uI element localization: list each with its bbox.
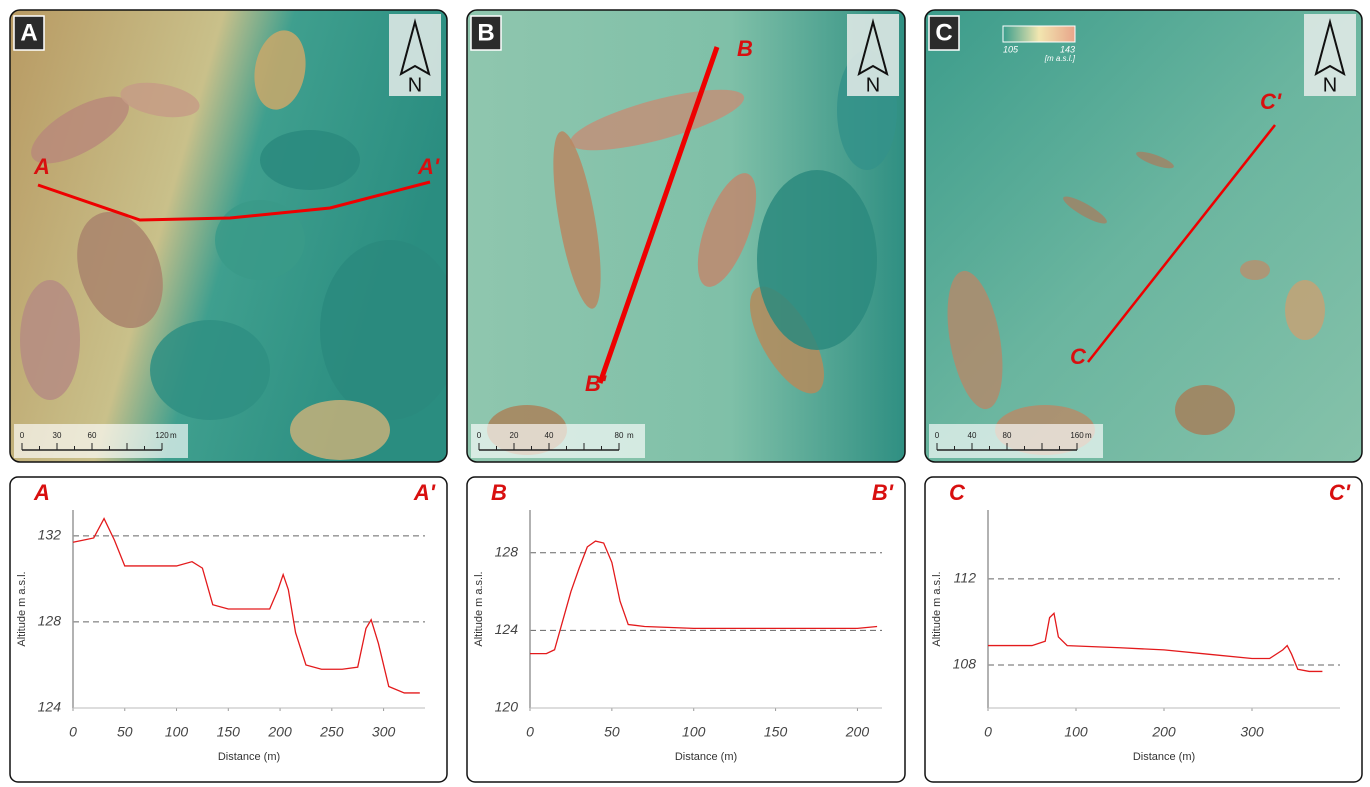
scale-label: 80 [1003, 431, 1012, 440]
y-tick-label: 108 [953, 656, 977, 672]
annotation-end: B' [872, 480, 894, 505]
x-axis-label: Distance (m) [675, 751, 737, 763]
y-tick-label: 124 [495, 621, 519, 637]
map-panel [925, 10, 1362, 462]
scale-label: 0 [477, 431, 482, 440]
scale-label: 30 [53, 431, 62, 440]
legend-min: 105 [1003, 44, 1019, 54]
scale-label: 40 [545, 431, 554, 440]
y-tick-label: 120 [495, 699, 519, 715]
x-tick-label: 0 [69, 724, 77, 740]
x-tick-label: 0 [984, 724, 992, 740]
scale-label: 40 [968, 431, 977, 440]
scale-label: 80 [615, 431, 624, 440]
scale-label: 160 [1070, 431, 1084, 440]
y-tick-label: 132 [38, 527, 62, 543]
north-label: N [1323, 74, 1337, 96]
relief [290, 400, 390, 460]
x-tick-label: 50 [604, 724, 620, 740]
profile-end: A' [417, 154, 440, 179]
scale-box [14, 424, 188, 458]
panel-letter: C [935, 19, 952, 46]
figure: ANAA'03060120mBNBB'0204080mCNCC'04080160… [0, 0, 1370, 787]
y-tick-label: 128 [38, 613, 62, 629]
north-label: N [408, 74, 422, 96]
scale-unit: m [170, 431, 177, 440]
x-tick-label: 50 [117, 724, 133, 740]
relief [260, 130, 360, 190]
x-tick-label: 200 [1151, 724, 1176, 740]
y-axis-label: Altitude m a.s.l. [473, 571, 485, 646]
x-tick-label: 300 [372, 724, 396, 740]
x-tick-label: 150 [217, 724, 241, 740]
profile-start: B [737, 36, 753, 61]
legend-unit: [m a.s.l.] [1044, 54, 1076, 63]
y-axis-label: Altitude m a.s.l. [16, 571, 28, 646]
annotation-start: A [33, 480, 50, 505]
relief [1240, 260, 1270, 280]
scale-label: 120 [155, 431, 169, 440]
annotation-start: C [949, 480, 966, 505]
profile-start: C [1070, 344, 1087, 369]
profile-start: A [33, 154, 50, 179]
annotation-end: A' [413, 480, 436, 505]
relief [320, 240, 460, 420]
scale-unit: m [627, 431, 634, 440]
x-tick-label: 200 [845, 724, 870, 740]
scale-unit: m [1085, 431, 1092, 440]
x-tick-label: 100 [165, 724, 189, 740]
scale-label: 60 [88, 431, 97, 440]
x-tick-label: 100 [1064, 724, 1088, 740]
annotation-end: C' [1329, 480, 1351, 505]
x-tick-label: 100 [682, 724, 706, 740]
x-tick-label: 300 [1240, 724, 1264, 740]
x-axis-label: Distance (m) [218, 751, 280, 763]
y-tick-label: 128 [495, 543, 519, 559]
profile-end: C' [1260, 89, 1282, 114]
x-tick-label: 0 [526, 724, 534, 740]
x-tick-label: 150 [764, 724, 788, 740]
scale-label: 0 [935, 431, 940, 440]
annotation-start: B [491, 480, 507, 505]
y-tick-label: 112 [954, 570, 977, 586]
legend-ramp [1003, 26, 1075, 42]
legend-max: 143 [1060, 44, 1075, 54]
x-axis-label: Distance (m) [1133, 751, 1195, 763]
scale-box [471, 424, 645, 458]
relief [1285, 280, 1325, 340]
x-tick-label: 250 [319, 724, 344, 740]
relief [1175, 385, 1235, 435]
relief [20, 280, 80, 400]
scale-box [929, 424, 1103, 458]
y-axis-label: Altitude m a.s.l. [931, 571, 943, 646]
scale-label: 20 [510, 431, 519, 440]
relief [757, 170, 877, 350]
north-label: N [866, 74, 880, 96]
panel-letter: B [477, 19, 494, 46]
x-tick-label: 200 [267, 724, 292, 740]
panel-letter: A [20, 19, 37, 46]
map-panel [467, 10, 905, 462]
profile-end: B' [585, 371, 607, 396]
scale-label: 0 [20, 431, 25, 440]
relief [150, 320, 270, 420]
y-tick-label: 124 [38, 699, 62, 715]
